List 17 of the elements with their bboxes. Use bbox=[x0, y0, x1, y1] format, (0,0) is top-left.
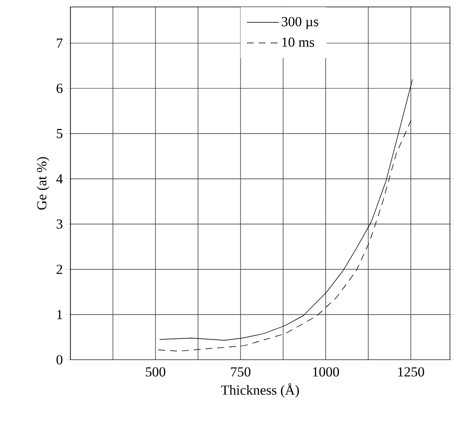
y-tick-label: 3 bbox=[56, 219, 62, 229]
y-tick-label: 4 bbox=[56, 174, 63, 184]
x-tick-label: 750 bbox=[231, 367, 250, 376]
legend-label: 10 ms bbox=[282, 37, 314, 47]
x-tick-label: 1250 bbox=[398, 367, 424, 376]
y-axis-title: Ge (at %) bbox=[36, 156, 50, 210]
x-tick-label: 1000 bbox=[313, 367, 339, 376]
y-tick-label: 5 bbox=[56, 128, 62, 138]
legend-label: 300 µs bbox=[282, 16, 318, 30]
x-tick-label: 500 bbox=[146, 367, 166, 376]
y-tick-label: 1 bbox=[57, 310, 62, 319]
y-tick-label: 2 bbox=[56, 264, 62, 274]
line-series bbox=[159, 78, 413, 341]
y-tick-label: 6 bbox=[56, 84, 63, 93]
y-tick-label: 0 bbox=[56, 354, 62, 364]
x-axis-title: Thickness (Å) bbox=[221, 383, 299, 398]
y-tick-label: 7 bbox=[56, 38, 63, 48]
